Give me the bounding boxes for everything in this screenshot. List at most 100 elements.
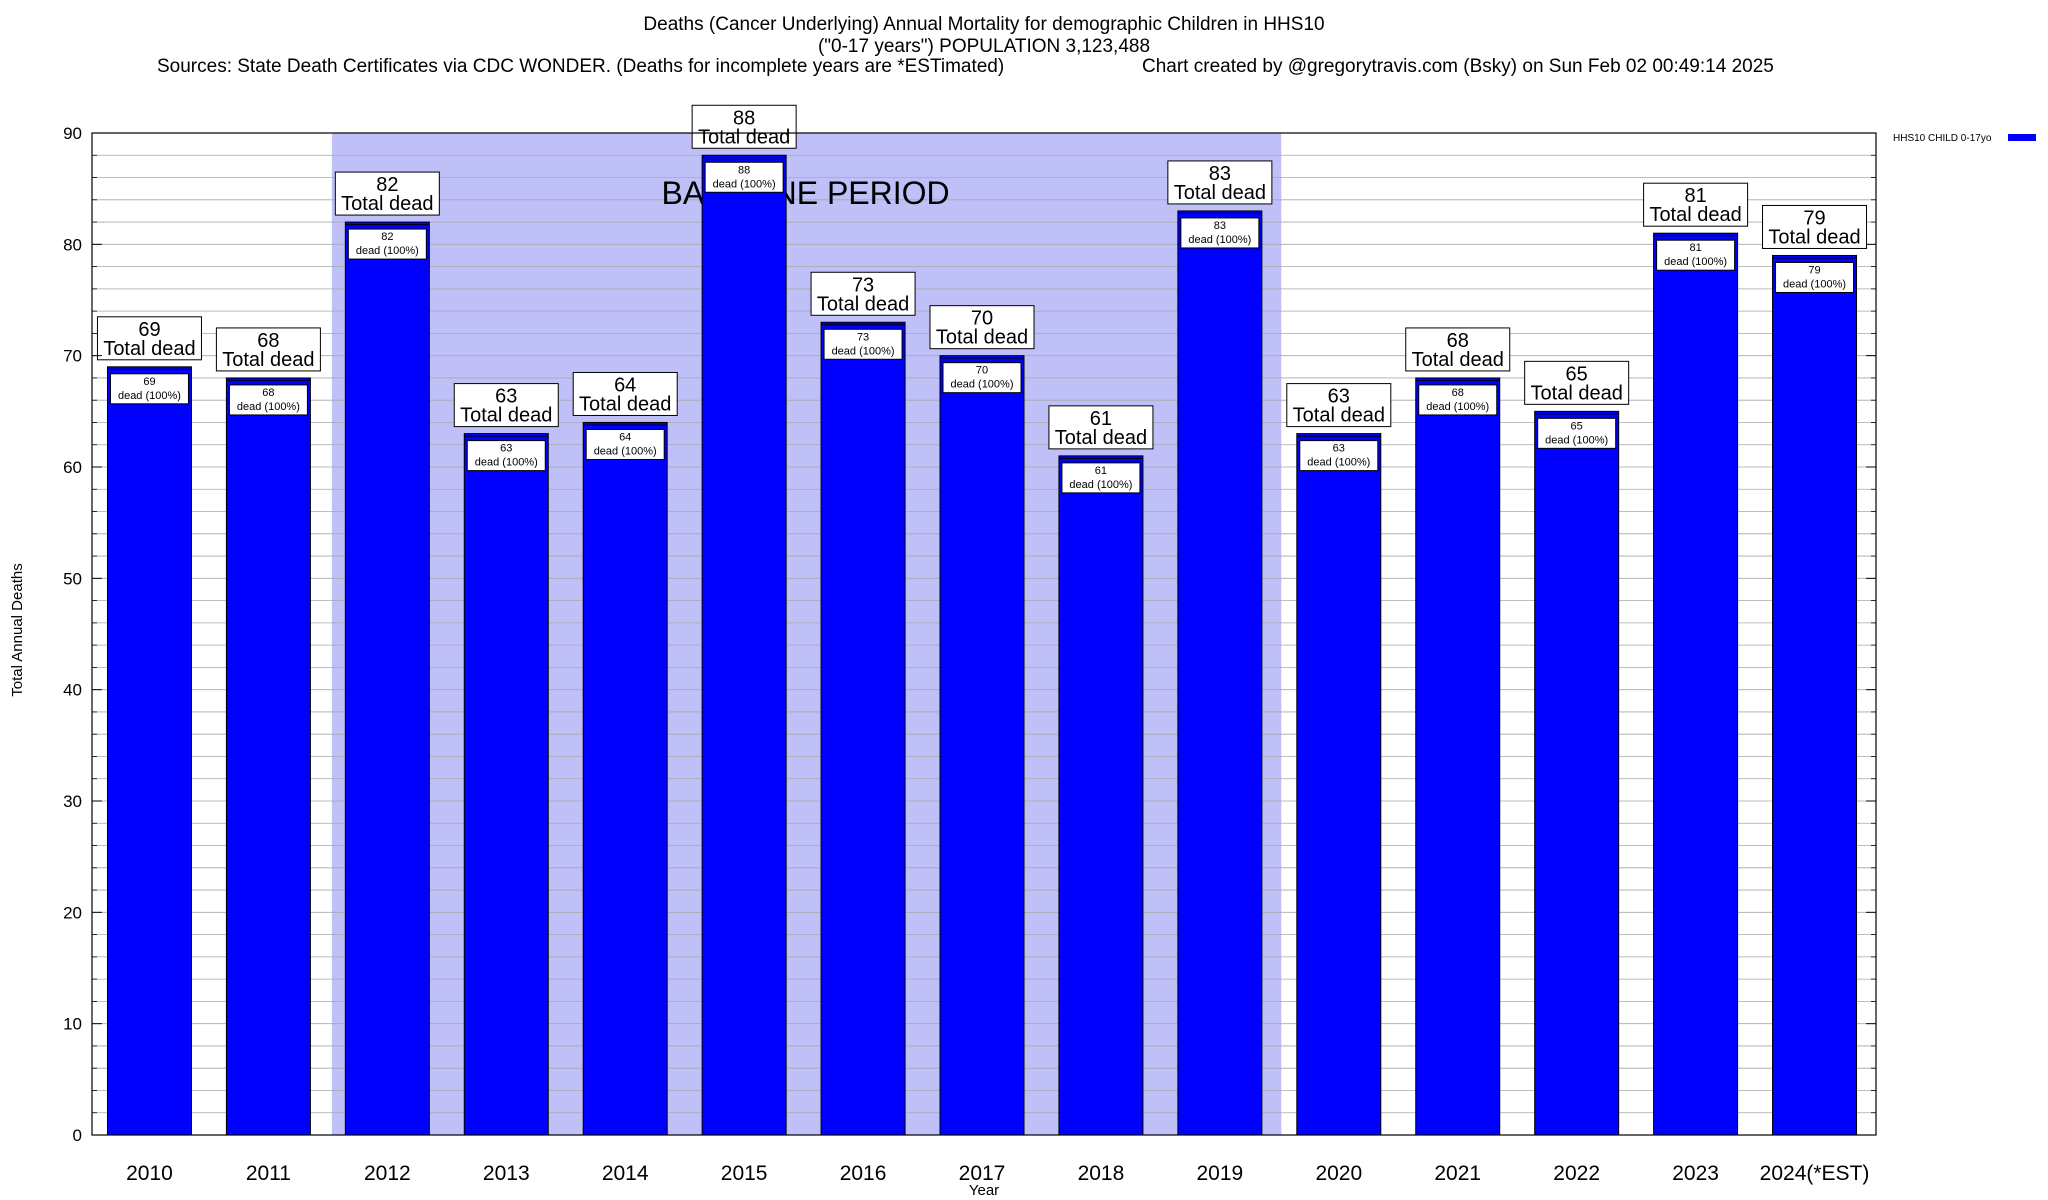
x-tick-label: 2011 [246, 1162, 291, 1185]
bar-inner-percent-label: dead (100%) [237, 401, 300, 413]
bar-top-label-box [1048, 405, 1154, 450]
bar-inner-label-box [823, 328, 903, 360]
bar-top-label-box [96, 316, 202, 361]
bar-inner-value-label: 83 [1214, 220, 1226, 232]
bar-top-value-label: 63 [1328, 386, 1350, 408]
y-tick-label: 80 [63, 235, 82, 254]
y-tick-label: 60 [63, 458, 82, 477]
bar-inner-percent-label: dead (100%) [1783, 278, 1846, 290]
bar-inner-label-box [1180, 217, 1260, 249]
bar-top-total-label: Total dead [103, 338, 195, 360]
bar-top-label-box [334, 171, 440, 216]
x-tick-label: 2023 [1672, 1162, 1719, 1185]
y-tick-label: 20 [63, 903, 82, 922]
bar-inner-value-label: 70 [976, 365, 988, 377]
bar-top-label-box [1643, 182, 1749, 227]
y-tick-label: 10 [63, 1015, 82, 1034]
bar [1653, 232, 1739, 1136]
legend-series-label: HHS10 CHILD 0-17yo [1893, 133, 1992, 144]
x-tick-label: 2014 [602, 1162, 649, 1185]
x-tick-label: 2016 [840, 1162, 887, 1185]
bar [582, 421, 668, 1136]
bar-top-label-box [810, 271, 916, 316]
chart-header: Deaths (Cancer Underlying) Annual Mortal… [157, 14, 1774, 77]
chart-title-line-2: ("0-17 years") POPULATION 3,123,488 [818, 36, 1150, 57]
bar-top-value-label: 65 [1566, 363, 1588, 385]
bar-top-total-label: Total dead [222, 349, 314, 371]
bar-top-value-label: 69 [138, 319, 160, 341]
bar-inner-percent-label: dead (100%) [1069, 479, 1132, 491]
x-tick-label: 2024(*EST) [1760, 1162, 1870, 1185]
bar-top-value-label: 61 [1090, 408, 1112, 430]
bar [106, 366, 192, 1136]
bar-top-total-label: Total dead [341, 193, 433, 215]
bar [1296, 433, 1382, 1136]
chart-legend: HHS10 CHILD 0-17yo [1893, 133, 2036, 144]
y-tick-label: 90 [63, 124, 82, 143]
bar-inner-label-box [704, 161, 784, 193]
bar-inner-value-label: 81 [1689, 242, 1701, 254]
bar-inner-value-label: 68 [1452, 387, 1464, 399]
x-tick-label: 2015 [721, 1162, 768, 1185]
bar-inner-percent-label: dead (100%) [832, 345, 895, 357]
bar [1415, 377, 1501, 1136]
bar-top-label-box [1405, 327, 1511, 372]
bar-top-total-label: Total dead [1768, 226, 1860, 248]
x-tick-label: 2021 [1434, 1162, 1481, 1185]
legend-series-swatch [2008, 134, 2036, 141]
bar-inner-label-box [942, 362, 1022, 394]
x-tick-label: 2020 [1315, 1162, 1362, 1185]
bar-inner-percent-label: dead (100%) [1545, 434, 1608, 446]
x-tick-label: 2010 [126, 1162, 173, 1185]
bar [225, 377, 311, 1136]
bar-inner-value-label: 82 [381, 231, 393, 243]
bar-inner-value-label: 69 [143, 376, 155, 388]
bar [1177, 210, 1263, 1136]
bar-inner-percent-label: dead (100%) [475, 457, 538, 469]
x-tick-label: 2012 [364, 1162, 411, 1185]
y-tick-label: 40 [63, 681, 82, 700]
bar-inner-label-box [1656, 239, 1736, 271]
bar-inner-value-label: 61 [1095, 465, 1107, 477]
bar-top-total-label: Total dead [1055, 427, 1147, 449]
bar-inner-label-box [585, 428, 665, 460]
bar-inner-label-box [1537, 417, 1617, 449]
bar-top-label-box [572, 371, 678, 416]
bar-top-total-label: Total dead [579, 393, 671, 415]
bar-top-value-label: 68 [257, 330, 279, 352]
bar [1058, 455, 1144, 1136]
x-tick-label: 2018 [1078, 1162, 1125, 1185]
plot-border [91, 132, 1877, 1136]
bar-inner-value-label: 73 [857, 331, 869, 343]
bar-inner-value-label: 79 [1808, 264, 1820, 276]
bar-inner-label-box [1061, 462, 1141, 494]
bar-top-value-label: 68 [1447, 330, 1469, 352]
bar-top-total-label: Total dead [936, 327, 1028, 349]
bar-top-label-box [1286, 383, 1392, 428]
bar [463, 433, 549, 1136]
bar-inner-percent-label: dead (100%) [594, 445, 657, 457]
bar-inner-value-label: 68 [262, 387, 274, 399]
bar-top-total-label: Total dead [817, 293, 909, 315]
y-tick-label: 30 [63, 792, 82, 811]
bar-top-value-label: 79 [1803, 207, 1825, 229]
bar-inner-value-label: 63 [1333, 443, 1345, 455]
bar-top-value-label: 70 [971, 308, 993, 330]
bar [939, 355, 1025, 1136]
bar-inner-label-box [1299, 440, 1379, 472]
bar-inner-label-box [1775, 261, 1855, 293]
bar-inner-percent-label: dead (100%) [1664, 256, 1727, 268]
bar-inner-percent-label: dead (100%) [1426, 401, 1489, 413]
bar-inner-value-label: 65 [1571, 420, 1583, 432]
chart-sources: Sources: State Death Certificates via CD… [157, 56, 1004, 77]
bar-inner-value-label: 64 [619, 431, 631, 443]
bar-top-total-label: Total dead [1174, 182, 1266, 204]
bar-top-total-label: Total dead [460, 405, 552, 427]
bar [820, 321, 906, 1136]
y-axis-title: Total Annual Deaths [9, 563, 26, 696]
bar-inner-percent-label: dead (100%) [713, 178, 776, 190]
chart-title-line-1: Deaths (Cancer Underlying) Annual Mortal… [643, 14, 1324, 35]
chart-credit: Chart created by @gregorytravis.com (Bsk… [1142, 56, 1774, 77]
